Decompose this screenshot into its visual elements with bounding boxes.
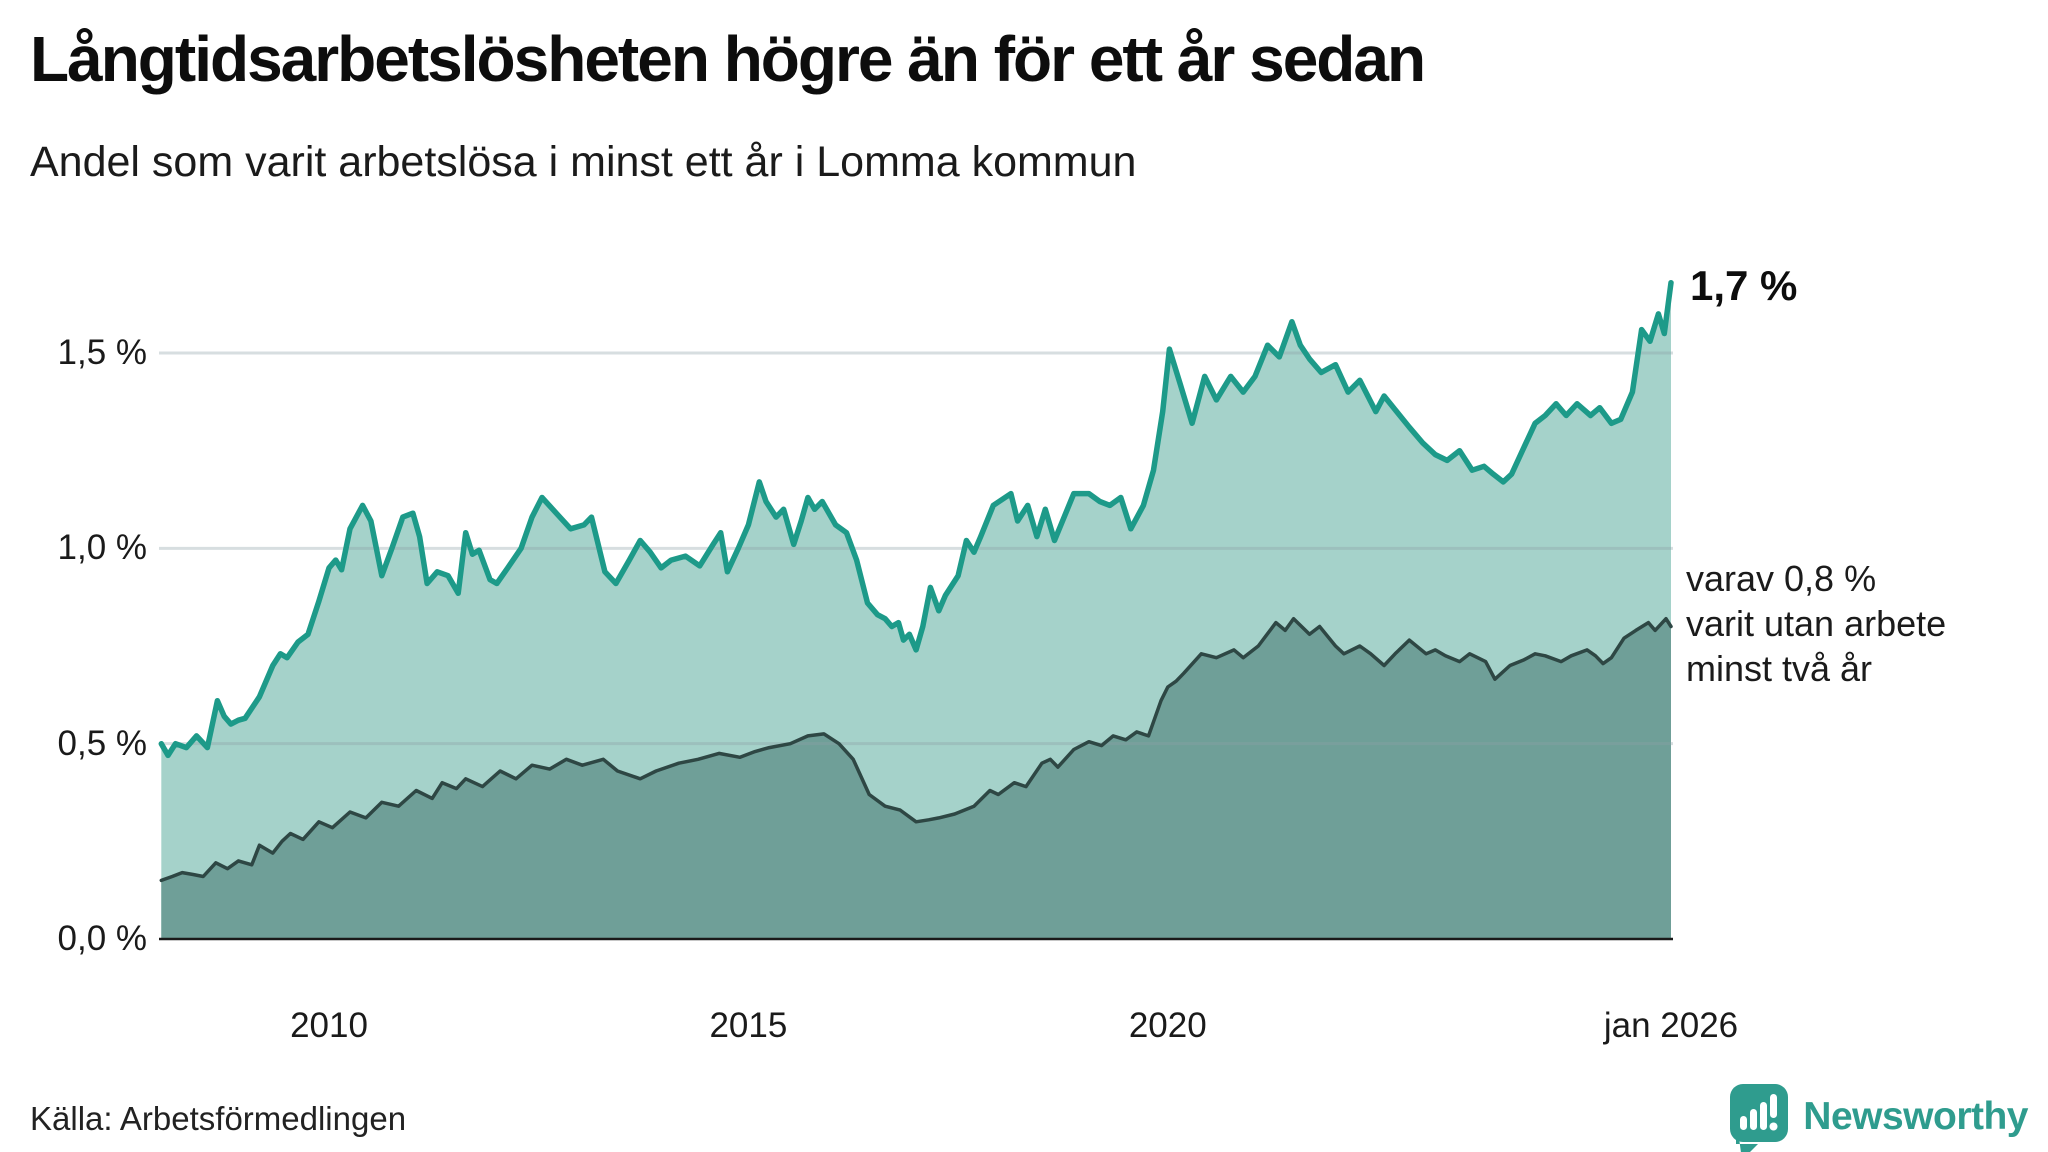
x-tick-label: 2020 [1128, 1006, 1207, 1045]
side-note-line: varav 0,8 % [1686, 558, 1877, 599]
side-note-line: varit utan arbete [1686, 603, 1947, 644]
end-value-label: 1,7 % [1690, 262, 1798, 309]
y-tick-label: 0,5 % [57, 723, 148, 763]
side-note-line: minst två år [1686, 648, 1873, 689]
page-title: Långtidsarbetslösheten högre än för ett … [30, 23, 1426, 95]
x-tick-label: 2015 [709, 1006, 788, 1045]
newsworthy-wordmark: Newsworthy [1803, 1095, 2028, 1138]
x-tick-label: jan 2026 [1603, 1006, 1739, 1045]
area-unemployed-2yr [161, 618, 1671, 939]
x-tick-label: 2010 [290, 1006, 368, 1045]
line-unemployed-1yr [158, 279, 1674, 759]
y-tick-label: 1,0 % [57, 528, 148, 568]
line-unemployed-2yr [159, 616, 1673, 883]
newsworthy-brand: Newsworthy [1728, 1082, 2028, 1152]
newsworthy-logo-icon [1730, 1084, 1789, 1152]
side-note-annotation: varav 0,8 % varit utan arbete minst två … [1686, 556, 1946, 691]
page-subtitle: Andel som varit arbetslösa i minst ett å… [30, 138, 1137, 186]
y-tick-label: 1,5 % [57, 333, 148, 372]
y-tick-label: 0,0 % [57, 919, 148, 958]
source-attribution: Källa: Arbetsförmedlingen [30, 1100, 407, 1137]
